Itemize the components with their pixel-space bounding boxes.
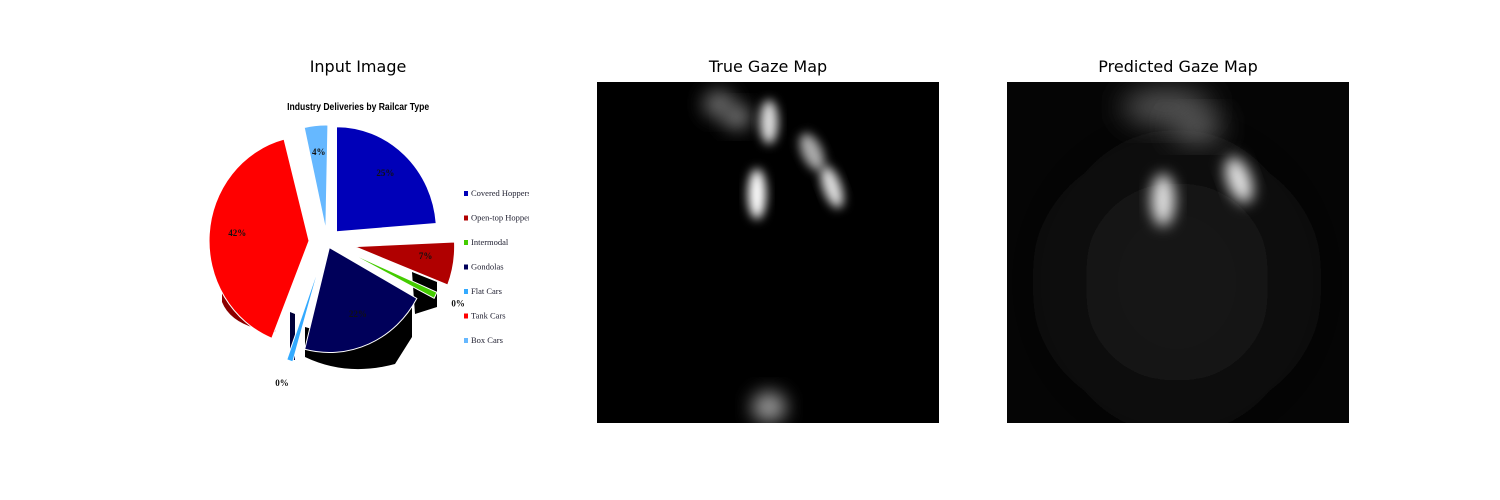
predicted-gaze-heatmap — [1007, 82, 1349, 423]
pie-data-label: 0% — [451, 298, 465, 308]
pie-slice-box-cars — [303, 124, 329, 231]
pie-slice-covered-hoppers — [336, 126, 437, 233]
input-image-title: Input Image — [309, 57, 407, 76]
input-image-panel: Industry Deliveries by Railcar Type 25% 7… — [187, 82, 529, 423]
prediction-blob — [1225, 157, 1253, 203]
true-gaze-heatmap — [597, 82, 939, 423]
pie-chart-title: Industry Deliveries by Railcar Type — [287, 101, 429, 112]
legend-label: Flat Cars — [471, 286, 502, 296]
pie-slice-tank-cars — [208, 138, 310, 339]
legend-label: Covered Hoppers — [471, 188, 529, 198]
legend-swatch — [464, 264, 468, 270]
predicted-gaze-map-title: Predicted Gaze Map — [1098, 57, 1258, 76]
true-gaze-map-title: True Gaze Map — [708, 57, 828, 76]
legend-label: Open-top Hoppers — [471, 213, 529, 223]
pie-slice-gondolas — [304, 246, 418, 353]
legend-swatch — [464, 289, 468, 294]
legend-label: Intermodal — [471, 237, 509, 247]
true-gaze-map-panel — [597, 82, 939, 423]
prediction-blob — [1172, 113, 1222, 141]
pie-data-label: 22% — [349, 309, 367, 319]
pie-data-label: 0% — [275, 378, 289, 388]
pie-slice-flat-cars — [286, 260, 322, 363]
predicted-gaze-map-panel — [1007, 82, 1349, 423]
prediction-blob — [1151, 174, 1175, 226]
legend-swatch — [464, 240, 468, 245]
pie-slice-intermodal — [344, 250, 438, 299]
gaze-blob — [723, 105, 751, 129]
pie-slice-open-top-hoppers — [354, 241, 456, 286]
pie-data-label: 7% — [419, 251, 433, 261]
pie-chart: Industry Deliveries by Railcar Type 25% 7… — [208, 101, 529, 388]
legend-label: Gondolas — [471, 262, 504, 272]
legend-label: Tank Cars — [471, 311, 506, 321]
gaze-blob — [799, 133, 825, 171]
pie-data-label: 4% — [312, 147, 326, 157]
legend-label: Box Cars — [471, 335, 503, 345]
gaze-blob — [820, 166, 844, 208]
legend-swatch — [464, 215, 468, 221]
gaze-blob — [760, 100, 778, 144]
gaze-blob — [748, 169, 766, 219]
legend-swatch — [464, 313, 468, 319]
pie-data-label: 42% — [228, 228, 246, 238]
legend-swatch — [464, 338, 468, 343]
legend-swatch — [464, 191, 468, 196]
pie-data-label: 25% — [376, 168, 394, 178]
gaze-blob — [752, 392, 786, 422]
prediction-haze — [1057, 152, 1297, 412]
